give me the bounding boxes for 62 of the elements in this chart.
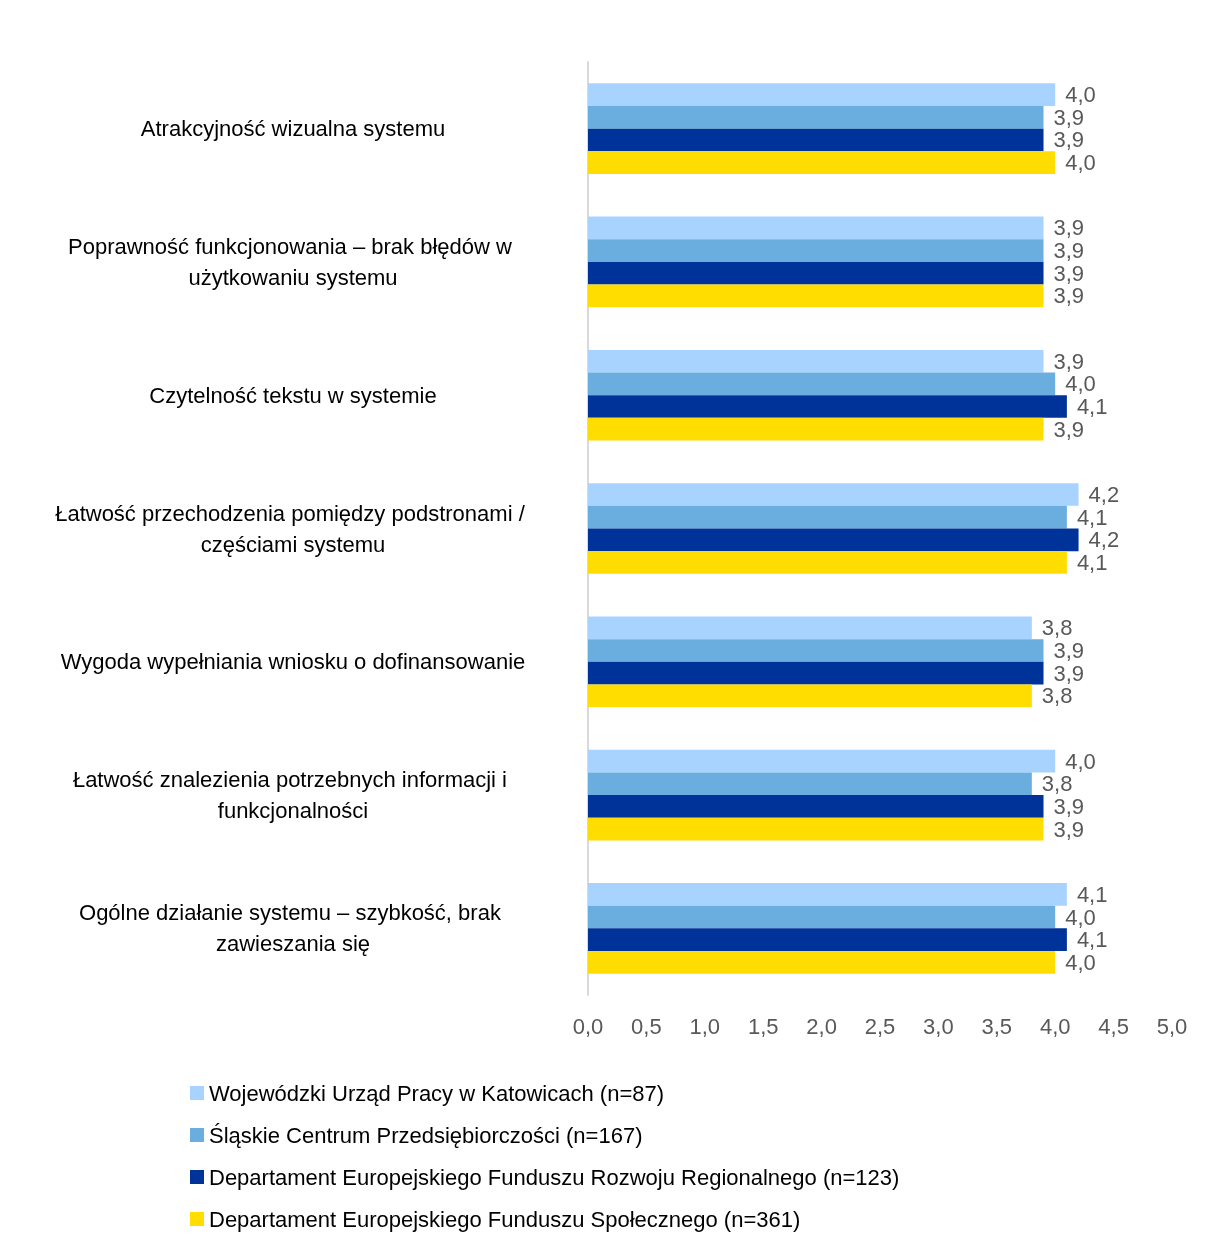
bar bbox=[588, 349, 1044, 373]
y-tick-label: Poprawność funkcjonowania – brak błędów w użytkowaniu systemu bbox=[67, 233, 519, 290]
y-tick-label: Ogólne działanie systemu – szybkość, brak zawieszania się bbox=[79, 900, 507, 957]
bar bbox=[588, 284, 1044, 308]
bar bbox=[588, 684, 1032, 708]
data-label: 3,9 bbox=[1053, 127, 1085, 153]
y-tick-label: Wygoda wypełniania wniosku o dofinansowanie bbox=[60, 649, 526, 675]
x-tick-label: 0,0 bbox=[572, 1013, 604, 1039]
data-label: 3,9 bbox=[1053, 816, 1085, 842]
data-label: 4,1 bbox=[1076, 881, 1108, 907]
data-label: 4,0 bbox=[1065, 371, 1096, 397]
bar bbox=[588, 795, 1044, 818]
x-tick-label: 1,5 bbox=[747, 1013, 779, 1039]
data-label: 4,0 bbox=[1065, 748, 1096, 774]
bar bbox=[588, 551, 1067, 574]
bar bbox=[588, 951, 1056, 974]
bar bbox=[588, 505, 1067, 529]
data-label: 3,9 bbox=[1053, 283, 1085, 309]
bar bbox=[588, 817, 1044, 841]
x-tick-label: 4,0 bbox=[1039, 1013, 1071, 1039]
bar bbox=[588, 616, 1032, 640]
bar bbox=[588, 239, 1044, 262]
x-tick-label: 5,0 bbox=[1156, 1013, 1188, 1039]
x-tick-label: 2,5 bbox=[864, 1013, 896, 1039]
bar bbox=[588, 216, 1044, 240]
x-tick-label: 0,5 bbox=[631, 1013, 662, 1039]
data-label: 3,9 bbox=[1053, 660, 1085, 686]
y-tick-label: Łatwość znalezienia potrzebnych informacji i funkcjonalności bbox=[72, 767, 514, 824]
bar bbox=[588, 417, 1044, 441]
data-label: 3,9 bbox=[1053, 215, 1085, 241]
data-label: 3,9 bbox=[1053, 348, 1085, 374]
data-label: 4,0 bbox=[1065, 150, 1096, 176]
data-label: 4,0 bbox=[1065, 904, 1096, 930]
y-tick-label: Atrakcyjność wizualna systemu bbox=[140, 116, 446, 142]
bar bbox=[588, 372, 1056, 396]
x-tick-label: 3,0 bbox=[923, 1013, 954, 1039]
bar bbox=[588, 151, 1056, 174]
y-tick-label: Czytelność tekstu w systemie bbox=[149, 382, 437, 408]
x-tick-label: 1,0 bbox=[689, 1013, 721, 1039]
bar bbox=[588, 83, 1056, 106]
bar bbox=[588, 928, 1067, 952]
bar bbox=[588, 528, 1079, 552]
legend-label: Wojewódzki Urząd Pracy w Katowicach (n=87) bbox=[209, 1080, 665, 1106]
bar bbox=[588, 883, 1067, 906]
bar bbox=[588, 905, 1056, 929]
bar bbox=[588, 639, 1044, 662]
legend-label: Departament Europejskiego Funduszu Rozwoju Regionalnego (n=123) bbox=[209, 1164, 900, 1190]
bar bbox=[588, 105, 1044, 129]
data-label: 3,8 bbox=[1041, 683, 1073, 709]
bar bbox=[588, 483, 1079, 506]
x-tick-label: 2,0 bbox=[806, 1013, 837, 1039]
bar bbox=[588, 128, 1044, 152]
bar bbox=[588, 261, 1044, 285]
y-tick-label: Łatwość przechodzenia pomiędzy podstronami / częściami systemu bbox=[55, 500, 531, 557]
x-tick-label: 3,5 bbox=[981, 1013, 1013, 1039]
legend-label: Śląskie Centrum Przedsiębiorczości (n=167) bbox=[209, 1122, 643, 1148]
bar bbox=[588, 772, 1032, 796]
bar bbox=[588, 661, 1044, 685]
x-tick-label: 4,5 bbox=[1098, 1013, 1129, 1039]
bar bbox=[588, 395, 1067, 418]
bar bbox=[588, 749, 1056, 773]
legend-label: Departament Europejskiego Funduszu Społecznego (n=361) bbox=[209, 1206, 801, 1232]
